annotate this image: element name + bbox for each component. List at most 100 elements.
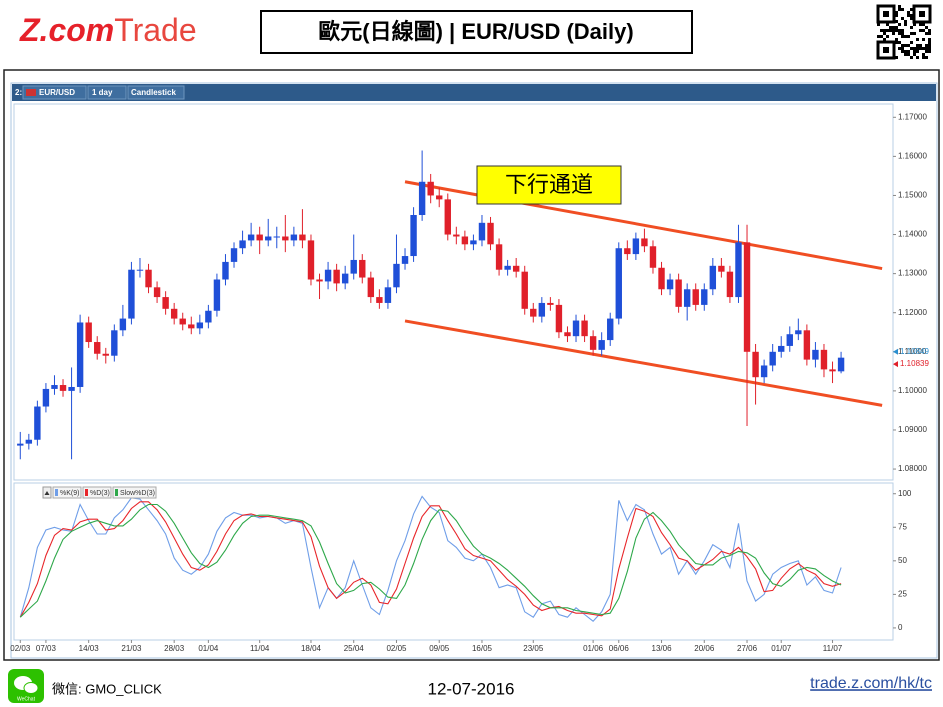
qr-cell bbox=[898, 41, 901, 44]
y-tick-label: 1.10000 bbox=[898, 386, 927, 395]
legend-box bbox=[82, 486, 112, 499]
qr-cell bbox=[913, 53, 916, 56]
qr-cell bbox=[907, 11, 910, 14]
qr-code bbox=[876, 4, 932, 60]
qr-cell bbox=[886, 35, 889, 38]
candle-body bbox=[188, 324, 195, 329]
candle-body bbox=[393, 263, 400, 288]
candle-body bbox=[51, 385, 58, 389]
logo-right: Trade bbox=[114, 12, 196, 48]
qr-cell bbox=[895, 56, 898, 59]
x-tick-label: 23/05 bbox=[523, 644, 544, 653]
candle-body bbox=[341, 273, 349, 284]
candle-body bbox=[290, 234, 298, 241]
candle-body bbox=[230, 248, 238, 262]
candle-body bbox=[213, 279, 221, 311]
qr-cell bbox=[922, 47, 925, 50]
qr-cell bbox=[901, 47, 904, 50]
candle-body bbox=[324, 269, 332, 282]
annotation: 下行通道 bbox=[505, 172, 593, 197]
legend-swatch bbox=[55, 489, 58, 496]
candle-body bbox=[504, 265, 511, 270]
annotation-box bbox=[476, 165, 622, 205]
indicator-line bbox=[19, 495, 842, 622]
qr-cell bbox=[901, 8, 904, 11]
symbol-button[interactable] bbox=[22, 85, 87, 100]
qr-cell bbox=[910, 47, 913, 50]
qr-cell bbox=[907, 14, 910, 17]
qr-cell bbox=[883, 38, 886, 41]
x-tick-label: 14/03 bbox=[79, 644, 100, 653]
candle-body bbox=[735, 242, 742, 298]
x-tick-label: 02/03 bbox=[10, 644, 31, 653]
wechat-icon-label: WeChat bbox=[17, 696, 36, 702]
qr-finder bbox=[876, 4, 896, 24]
candle-body bbox=[675, 279, 682, 307]
qr-finder bbox=[883, 47, 889, 53]
candle-body bbox=[820, 349, 828, 370]
candle-body bbox=[718, 265, 725, 272]
candle-body bbox=[384, 287, 392, 303]
candle-body bbox=[512, 265, 520, 272]
qr-finder bbox=[883, 11, 889, 17]
qr-cell bbox=[910, 41, 913, 44]
type-button[interactable] bbox=[127, 85, 185, 100]
toolbar-interval[interactable]: 1 day bbox=[92, 88, 113, 97]
candle-body bbox=[607, 318, 614, 341]
qr-cell bbox=[928, 32, 931, 35]
qr-cell bbox=[883, 32, 886, 35]
date: 12-07-2016 bbox=[428, 679, 515, 698]
y-tick-label: 0 bbox=[898, 623, 903, 632]
x-tick-label: 28/03 bbox=[164, 644, 185, 653]
qr-cell bbox=[904, 53, 907, 56]
x-tick-label: 06/06 bbox=[609, 644, 630, 653]
candle-body bbox=[478, 222, 486, 241]
x-tick-label: 16/05 bbox=[472, 644, 493, 653]
qr-cell bbox=[919, 47, 922, 50]
candle-body bbox=[487, 222, 494, 245]
qr-cell bbox=[886, 23, 889, 26]
last-price-label: 1.10849 bbox=[900, 347, 929, 356]
qr-cell bbox=[919, 29, 922, 32]
candle-body bbox=[111, 330, 118, 356]
candle-body bbox=[153, 287, 161, 298]
last-price-marker bbox=[893, 361, 898, 368]
candle-body bbox=[598, 340, 605, 350]
x-tick-label: 01/07 bbox=[771, 644, 792, 653]
toolbar-symbol[interactable]: EUR/USD bbox=[39, 88, 75, 97]
y-tick-label: 1.14000 bbox=[898, 230, 927, 239]
toolbar-chart-type[interactable]: Candlestick bbox=[131, 88, 176, 97]
y-tick-label: 1.12000 bbox=[898, 308, 927, 317]
qr-cell bbox=[904, 35, 907, 38]
qr-cell bbox=[925, 50, 928, 53]
qr-cell bbox=[901, 32, 904, 35]
qr-cell bbox=[919, 44, 922, 47]
y-tick-label: 1.17000 bbox=[898, 112, 927, 121]
wechat-id: 微信: GMO_CLICK bbox=[52, 681, 162, 696]
candle-body bbox=[564, 332, 571, 337]
x-tick-label: 01/04 bbox=[198, 644, 219, 653]
candle-body bbox=[726, 271, 734, 298]
legend-swatch bbox=[115, 489, 118, 496]
qr-cell bbox=[880, 35, 883, 38]
qr-cell bbox=[901, 50, 904, 53]
qr-cell bbox=[901, 17, 904, 20]
qr-cell bbox=[904, 23, 907, 26]
candle-body bbox=[401, 256, 409, 264]
qr-cell bbox=[928, 50, 931, 53]
candle-body bbox=[615, 248, 622, 319]
candle-body bbox=[136, 269, 144, 271]
candle-body bbox=[162, 297, 169, 309]
qr-cell bbox=[895, 41, 898, 44]
qr-cell bbox=[922, 38, 925, 41]
candle-body bbox=[641, 238, 648, 247]
x-tick-label: 18/04 bbox=[301, 644, 322, 653]
y-tick-label: 75 bbox=[898, 522, 907, 531]
url-link[interactable]: trade.z.com/hk/tc bbox=[810, 675, 932, 692]
interval-button[interactable] bbox=[87, 85, 127, 100]
candle-body bbox=[205, 310, 212, 323]
candle-body bbox=[812, 349, 819, 360]
x-tick-label: 27/06 bbox=[737, 644, 758, 653]
qr-cell bbox=[907, 35, 910, 38]
y-tick-label: 1.08000 bbox=[898, 464, 927, 473]
